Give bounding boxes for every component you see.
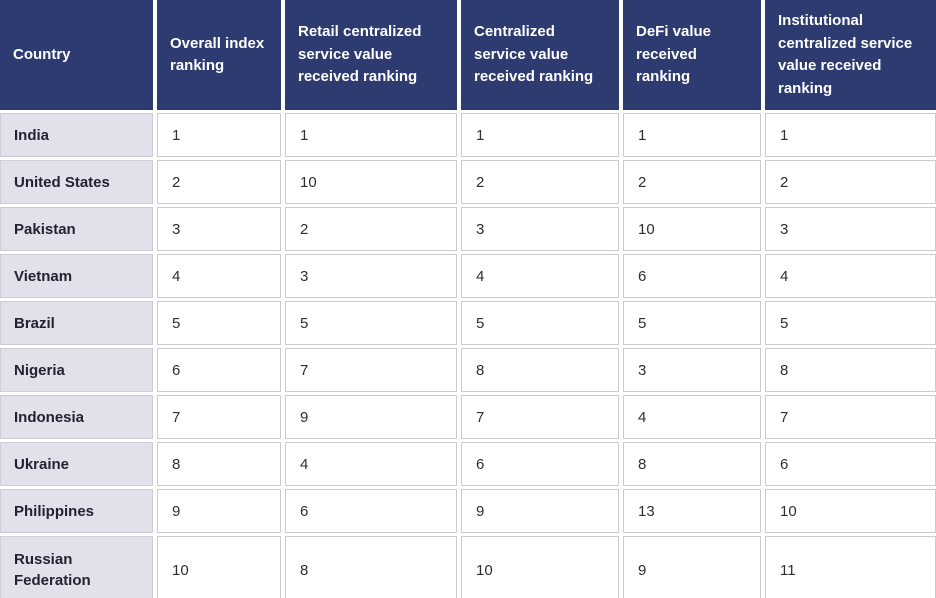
rank-cell: 3 — [623, 348, 761, 392]
rank-cell: 5 — [285, 301, 457, 345]
column-header-institutional-ranking: Institutional centralized service value … — [765, 0, 936, 110]
rank-cell: 10 — [461, 536, 619, 598]
table-row-brazil: Brazil 5 5 5 5 5 — [0, 301, 936, 345]
rank-cell: 3 — [461, 207, 619, 251]
rank-cell: 8 — [157, 442, 281, 486]
rank-cell: 2 — [765, 160, 936, 204]
rank-cell: 1 — [157, 113, 281, 157]
rank-cell: 4 — [765, 254, 936, 298]
rank-cell: 5 — [765, 301, 936, 345]
rank-cell: 8 — [285, 536, 457, 598]
rank-cell: 1 — [623, 113, 761, 157]
rank-cell: 2 — [623, 160, 761, 204]
country-cell: Indonesia — [0, 395, 153, 439]
rank-cell: 7 — [157, 395, 281, 439]
rank-cell: 1 — [765, 113, 936, 157]
rank-cell: 2 — [157, 160, 281, 204]
rank-cell: 9 — [285, 395, 457, 439]
rank-cell: 10 — [157, 536, 281, 598]
rank-cell: 1 — [461, 113, 619, 157]
table-row-united-states: United States 2 10 2 2 2 — [0, 160, 936, 204]
table-row-india: India 1 1 1 1 1 — [0, 113, 936, 157]
country-cell: India — [0, 113, 153, 157]
rank-cell: 4 — [157, 254, 281, 298]
rank-cell: 6 — [461, 442, 619, 486]
rank-cell: 9 — [623, 536, 761, 598]
column-header-retail-centralized-ranking: Retail centralized service value receive… — [285, 0, 457, 110]
rank-cell: 3 — [285, 254, 457, 298]
rank-cell: 10 — [765, 489, 936, 533]
table-row-vietnam: Vietnam 4 3 4 6 4 — [0, 254, 936, 298]
rank-cell: 9 — [157, 489, 281, 533]
country-cell: Russian Federation — [0, 536, 153, 598]
rank-cell: 11 — [765, 536, 936, 598]
country-cell: Philippines — [0, 489, 153, 533]
rank-cell: 1 — [285, 113, 457, 157]
country-cell: Brazil — [0, 301, 153, 345]
column-header-centralized-ranking: Centralized service value received ranki… — [461, 0, 619, 110]
country-cell: Vietnam — [0, 254, 153, 298]
header-row: Country Overall index ranking Retail cen… — [0, 0, 936, 110]
rank-cell: 5 — [461, 301, 619, 345]
rank-cell: 10 — [623, 207, 761, 251]
rank-cell: 3 — [157, 207, 281, 251]
rank-cell: 8 — [765, 348, 936, 392]
rank-cell: 8 — [461, 348, 619, 392]
rank-cell: 4 — [461, 254, 619, 298]
rank-cell: 3 — [765, 207, 936, 251]
rank-cell: 2 — [461, 160, 619, 204]
table-row-indonesia: Indonesia 7 9 7 4 7 — [0, 395, 936, 439]
table-row-pakistan: Pakistan 3 2 3 10 3 — [0, 207, 936, 251]
column-header-overall-index-ranking: Overall index ranking — [157, 0, 281, 110]
rank-cell: 10 — [285, 160, 457, 204]
rank-cell: 4 — [285, 442, 457, 486]
rank-cell: 13 — [623, 489, 761, 533]
table-row-philippines: Philippines 9 6 9 13 10 — [0, 489, 936, 533]
rank-cell: 6 — [765, 442, 936, 486]
rank-cell: 7 — [765, 395, 936, 439]
country-cell: United States — [0, 160, 153, 204]
rank-cell: 5 — [623, 301, 761, 345]
rank-cell: 8 — [623, 442, 761, 486]
country-cell: Nigeria — [0, 348, 153, 392]
rank-cell: 9 — [461, 489, 619, 533]
table-row-ukraine: Ukraine 8 4 6 8 6 — [0, 442, 936, 486]
country-cell: Pakistan — [0, 207, 153, 251]
rank-cell: 6 — [623, 254, 761, 298]
table-row-russian-federation: Russian Federation 10 8 10 9 11 — [0, 536, 936, 598]
table-row-nigeria: Nigeria 6 7 8 3 8 — [0, 348, 936, 392]
rank-cell: 6 — [285, 489, 457, 533]
column-header-defi-ranking: DeFi value received ranking — [623, 0, 761, 110]
rank-cell: 4 — [623, 395, 761, 439]
rank-cell: 2 — [285, 207, 457, 251]
rank-cell: 5 — [157, 301, 281, 345]
country-cell: Ukraine — [0, 442, 153, 486]
rank-cell: 7 — [285, 348, 457, 392]
rank-cell: 6 — [157, 348, 281, 392]
column-header-country: Country — [0, 0, 153, 110]
rank-cell: 7 — [461, 395, 619, 439]
